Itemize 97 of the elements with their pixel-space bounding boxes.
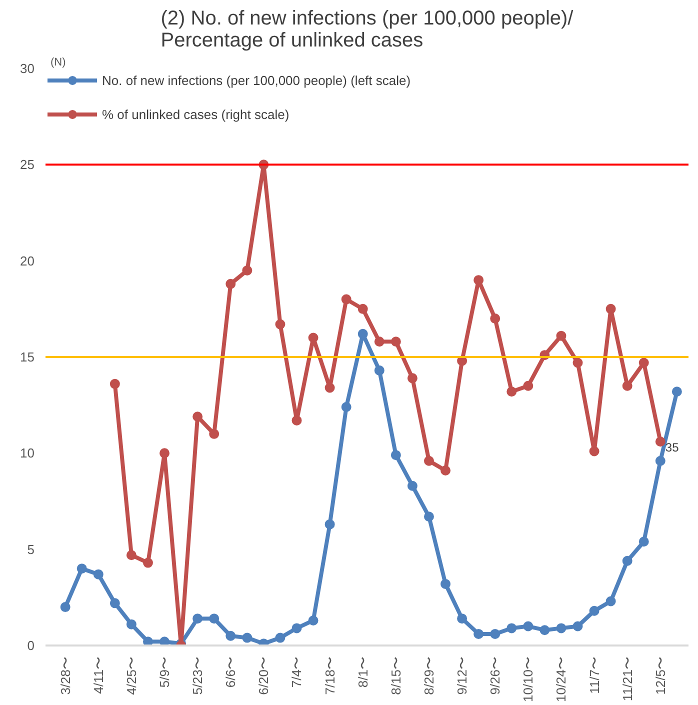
point <box>474 275 484 286</box>
point <box>358 328 368 339</box>
point <box>655 456 666 466</box>
point <box>226 278 236 289</box>
point <box>572 358 583 368</box>
point <box>523 380 534 391</box>
point <box>540 625 550 636</box>
point <box>390 450 401 460</box>
x-tick-label: 8/1〜 <box>355 656 370 688</box>
point <box>209 428 220 439</box>
point <box>440 465 451 476</box>
point <box>209 614 220 624</box>
x-tick-label: 10/10〜 <box>520 656 536 702</box>
point <box>242 265 252 276</box>
point <box>589 446 600 456</box>
point <box>672 386 682 397</box>
y-tick-label: 30 <box>20 61 35 76</box>
point <box>76 564 87 574</box>
x-tick-label: 8/15〜 <box>388 656 404 695</box>
x-tick-label: 7/4〜 <box>289 656 304 688</box>
y-tick-label: 0 <box>27 638 35 653</box>
point <box>192 614 203 624</box>
y-tick-label: 5 <box>27 542 35 557</box>
y-axis-title: (N) <box>50 56 66 68</box>
point <box>292 415 302 426</box>
x-tick-label: 11/7〜 <box>586 656 602 694</box>
point <box>324 519 335 530</box>
point <box>407 373 418 384</box>
point <box>93 569 104 580</box>
point <box>622 380 632 391</box>
point <box>390 336 401 347</box>
y-tick-label: 25 <box>20 157 35 172</box>
x-tick-label: 5/23〜 <box>190 656 206 695</box>
point <box>275 632 286 643</box>
point <box>606 596 616 606</box>
y-tick-label: 20 <box>20 253 35 268</box>
point <box>474 628 484 639</box>
x-tick-label: 12/5〜 <box>652 656 668 695</box>
point <box>292 623 302 634</box>
point <box>572 621 583 632</box>
point <box>424 456 434 466</box>
point <box>275 319 286 330</box>
x-tick-label: 8/29〜 <box>421 656 436 695</box>
x-tick-label: 9/12〜 <box>454 656 470 695</box>
point <box>160 636 170 646</box>
point <box>556 330 566 341</box>
point <box>126 619 136 630</box>
y-tick-label: 15 <box>20 350 35 364</box>
point <box>506 623 517 634</box>
point <box>490 628 500 639</box>
x-tick-label: 7/18〜 <box>322 656 338 695</box>
point <box>126 550 136 560</box>
chart-title: (2) No. of new infections (per 100,000 people)/ Percentage of unlinked cases <box>160 8 574 52</box>
point <box>308 332 318 343</box>
point <box>556 623 566 634</box>
legend-label: % of unlinked cases (right scale) <box>102 106 290 122</box>
x-tick-label: 6/20〜 <box>256 656 272 695</box>
point <box>424 512 434 522</box>
x-tick-label: 9/26〜 <box>488 656 503 695</box>
point <box>324 382 335 393</box>
point <box>341 294 352 304</box>
point <box>341 402 352 412</box>
point <box>440 578 451 589</box>
point <box>374 365 384 376</box>
point <box>506 386 517 397</box>
point <box>638 536 649 547</box>
point <box>308 616 318 626</box>
point <box>110 378 120 389</box>
point <box>60 602 70 612</box>
point <box>374 336 384 347</box>
point <box>160 448 170 458</box>
point <box>242 632 252 643</box>
point <box>142 636 153 646</box>
x-tick-label: 4/11〜 <box>90 656 106 694</box>
point <box>638 358 649 368</box>
x-tick-label: 4/25〜 <box>124 656 139 695</box>
legend-label: No. of new infections (per 100,000 people) (left scale) <box>102 72 411 88</box>
point <box>407 480 418 491</box>
point <box>490 314 500 324</box>
x-tick-label: 5/9〜 <box>157 656 172 688</box>
point <box>142 558 153 568</box>
point <box>226 630 236 641</box>
point <box>606 304 616 314</box>
point <box>457 614 468 624</box>
point <box>622 556 632 566</box>
y-tick-label: 10 <box>20 446 35 461</box>
point <box>589 606 600 616</box>
point <box>523 621 534 632</box>
x-tick-label: 10/24〜 <box>554 656 569 702</box>
point <box>192 412 203 422</box>
point <box>110 598 120 608</box>
x-tick-label: 11/21〜 <box>620 656 635 702</box>
x-tick-label: 6/6〜 <box>223 656 238 688</box>
point <box>655 436 666 447</box>
x-tick-label: 3/28〜 <box>58 656 73 695</box>
annotation: 35 <box>665 440 680 455</box>
point <box>358 304 368 314</box>
